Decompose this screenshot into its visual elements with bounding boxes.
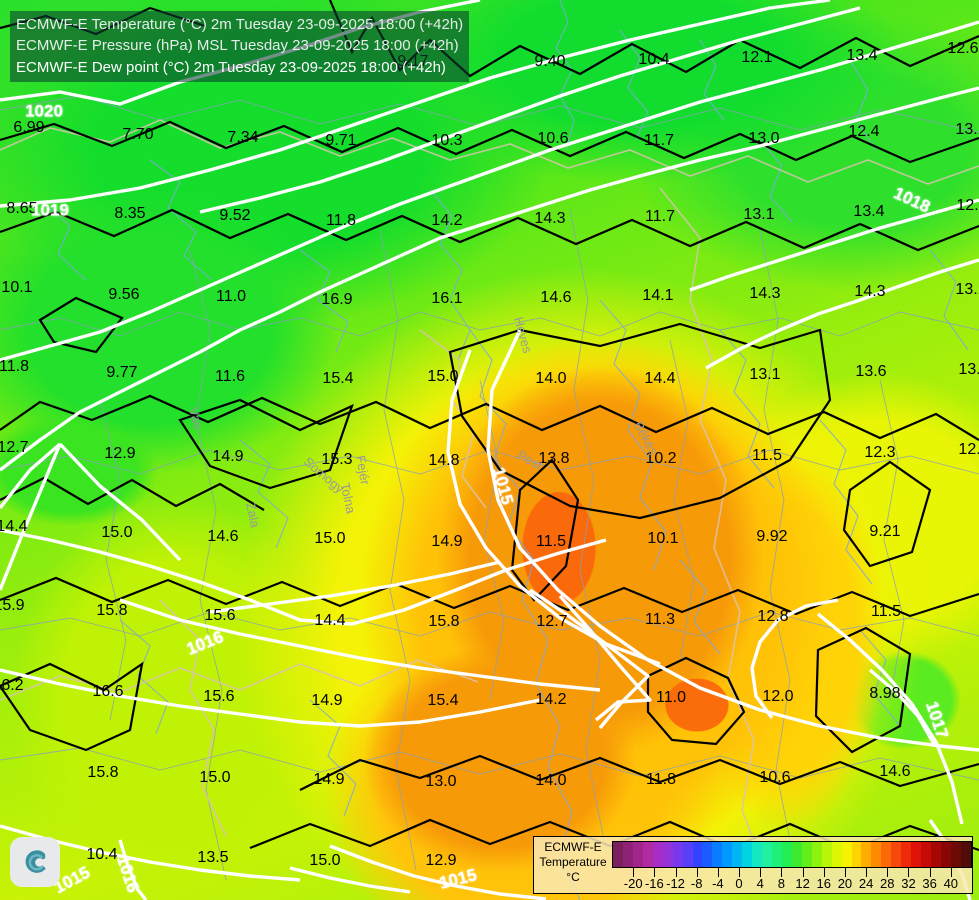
colorbar-tick-label: 20 (837, 876, 853, 891)
colorbar-swatch (662, 842, 673, 867)
title-line-dewpoint: ECMWF-E Dew point (°C) 2m Tuesday 23-09-… (16, 58, 446, 76)
colorbar-tick-label: 28 (880, 876, 895, 891)
colorbar-variable-label: Temperature (539, 855, 607, 869)
colorbar-swatch (642, 842, 653, 867)
colorbar-swatch (732, 842, 743, 867)
colorbar-tick (802, 868, 804, 877)
colorbar-swatch (811, 842, 822, 867)
colorbar-tick (760, 868, 762, 877)
colorbar-swatch (940, 842, 951, 867)
colorbar-tick-label: 4 (756, 876, 764, 891)
met-spiral-logo-icon (10, 837, 60, 887)
colorbar-model-label: ECMWF-E (544, 840, 602, 854)
colorbar-swatch (851, 842, 862, 867)
colorbar-tick (739, 868, 741, 877)
colorbar-swatch (712, 842, 723, 867)
colorbar-swatch (742, 842, 753, 867)
colorbar-swatch (891, 842, 902, 867)
colorbar-tick (823, 868, 825, 877)
colorbar-swatch (772, 842, 782, 867)
colorbar-swatch (960, 842, 971, 867)
colorbar-swatch (801, 842, 812, 867)
colorbar-tick-label: -12 (666, 876, 685, 891)
colorbar-tick (654, 868, 656, 877)
colorbar-tick-label: 8 (777, 876, 786, 891)
colorbar-tick-label: -16 (644, 876, 664, 891)
colorbar-tick-label: -4 (712, 876, 724, 891)
colorbar-swatch (831, 842, 842, 867)
colorbar-tick (696, 868, 698, 877)
colorbar-caption: ECMWF-E Temperature °C (534, 837, 612, 885)
title-line-pressure: ECMWF-E Pressure (hPa) MSL Tuesday 23-09… (16, 37, 459, 55)
colorbar-tick-label: 0 (735, 876, 743, 891)
colorbar-tick-label: -20 (623, 876, 643, 891)
colorbar-swatch (762, 842, 772, 867)
colorbar-swatch (911, 842, 922, 867)
colorbar-swatch (821, 842, 832, 867)
colorbar-swatch (672, 842, 683, 867)
colorbar-tick-label: 40 (943, 876, 959, 891)
colorbar-tick-marks (612, 868, 972, 877)
colorbar-tick-label: 16 (816, 876, 831, 891)
colorbar-swatch (841, 842, 852, 867)
temperature-colorbar-legend: ECMWF-E Temperature °C -20 -16 -12 -8 -4 0 4 8 1… (533, 836, 973, 894)
colorbar-unit-label: °C (566, 870, 580, 884)
colorbar-swatch (613, 842, 623, 867)
colorbar-tick-label: 12 (795, 876, 810, 891)
chart-title-block: ECMWF-E Temperature (°C) 2m Tuesday 23-0… (10, 11, 470, 82)
colorbar-swatch (881, 842, 892, 867)
colorbar-tick (717, 868, 719, 877)
colorbar-swatch (752, 842, 763, 867)
colorbar-swatch (921, 842, 931, 867)
colorbar-tick (866, 868, 868, 877)
colorbar-swatch (901, 842, 912, 867)
colorbar-tick (929, 868, 931, 877)
colorbar-tick-label: 24 (858, 876, 874, 891)
colorbar-tick-label: 36 (922, 876, 937, 891)
colorbar-swatch (682, 842, 693, 867)
colorbar-tick (844, 868, 846, 877)
colorbar-tick (908, 868, 910, 877)
spiral-icon (25, 850, 46, 873)
colorbar-swatch (781, 842, 792, 867)
colorbar-tick (887, 868, 889, 877)
colorbar-tick-label: -8 (690, 876, 703, 891)
colorbar-tick-labels: -20 -16 -12 -8 -4 0 4 8 12 16 20 24 28 32 36 40 (612, 877, 972, 893)
colorbar-swatch (652, 842, 663, 867)
title-line-temperature: ECMWF-E Temperature (°C) 2m Tuesday 23-0… (16, 16, 464, 33)
colorbar-swatch (950, 842, 961, 867)
colorbar-tick (675, 868, 677, 877)
colorbar-swatch (622, 842, 633, 867)
colorbar-swatch (931, 842, 941, 867)
colorbar-tick-label: 32 (901, 876, 916, 891)
colorbar-swatch (722, 842, 733, 867)
colorbar-swatch (871, 842, 882, 867)
colorbar-swatch-strip (612, 841, 972, 868)
colorbar-swatch (791, 842, 802, 867)
colorbar-swatch (702, 842, 713, 867)
colorbar-swatch (692, 842, 703, 867)
colorbar-swatch (861, 842, 872, 867)
colorbar-tick (950, 868, 952, 877)
colorbar-swatch (632, 842, 643, 867)
colorbar-tick (633, 868, 635, 877)
colorbar-tick (781, 868, 783, 877)
